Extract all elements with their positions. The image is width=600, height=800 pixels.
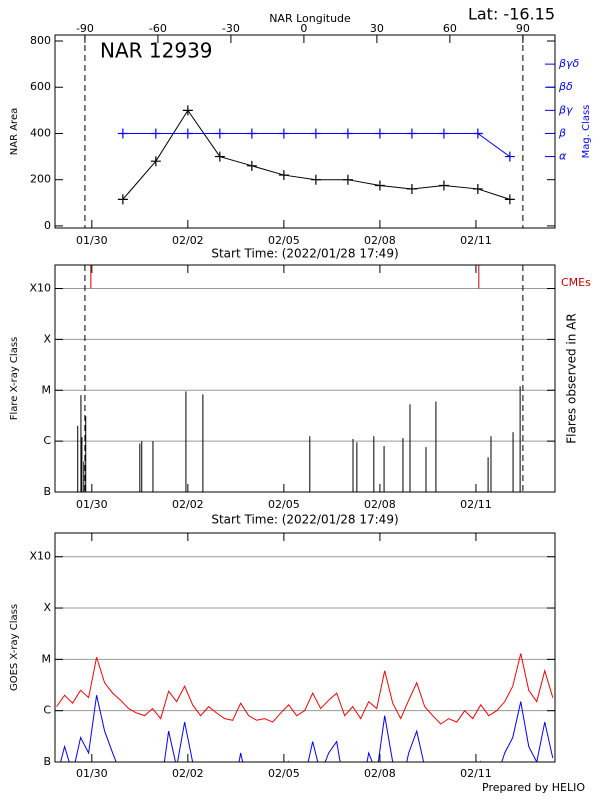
x-tick-label: 02/05 [268, 498, 300, 511]
y-tick-label: X [43, 332, 51, 345]
plot-area [117, 105, 515, 205]
point-marker [472, 128, 483, 139]
frame [54, 532, 556, 763]
y-tick-label: 800 [30, 34, 51, 47]
x-tick-label: 02/08 [364, 234, 396, 247]
point-marker [278, 128, 289, 139]
x-tick-label: 02/08 [364, 498, 396, 511]
y-tick-label: B [43, 755, 51, 768]
cme-legend: CMEs [561, 276, 591, 289]
y-tick-label: M [42, 383, 52, 396]
x2-tick-label: 0 [300, 22, 307, 35]
point-marker [117, 128, 128, 139]
y-tick-label: C [43, 434, 51, 447]
x-tick-label: 02/11 [460, 498, 492, 511]
x-tick-label: 02/08 [364, 767, 396, 780]
point-marker [342, 174, 353, 185]
point-marker [182, 128, 193, 139]
x-axis-label: Start Time: (2022/01/28 17:49) [211, 513, 398, 527]
x-tick-label: 01/30 [76, 498, 108, 511]
frame [54, 264, 556, 493]
point-marker [150, 156, 161, 167]
y-axis-label: Flare X-ray Class [9, 337, 20, 421]
point-marker [246, 160, 257, 171]
y-tick-label: C [43, 704, 51, 717]
x-tick-label: 02/05 [268, 767, 300, 780]
x-tick-label: 02/02 [172, 498, 204, 511]
plot-area [77, 265, 521, 492]
point-marker [310, 128, 321, 139]
x2-tick-label: -90 [76, 22, 94, 35]
y-tick-label: 400 [30, 126, 51, 139]
point-marker [374, 180, 385, 191]
x2-tick-label: 30 [370, 22, 384, 35]
x-tick-label: 02/05 [268, 234, 300, 247]
point-marker [117, 194, 128, 205]
y2-tick-label: β [558, 126, 566, 139]
plot-area [56, 653, 554, 762]
point-marker [472, 183, 483, 194]
y-tick-label: M [42, 652, 52, 665]
point-marker [150, 128, 161, 139]
point-marker [504, 194, 515, 205]
y2-tick-label: βγδ [558, 57, 580, 70]
y2-axis-label: Flares observed in AR [565, 313, 579, 443]
y-tick-label: X10 [29, 550, 51, 563]
point-marker [246, 128, 257, 139]
nar-annotation: NAR 12939 [100, 39, 213, 63]
point-marker [214, 128, 225, 139]
y2-tick-label: βδ [558, 80, 573, 93]
x2-tick-label: -60 [149, 22, 167, 35]
point-marker [438, 128, 449, 139]
point-marker [504, 151, 515, 162]
x-tick-label: 01/30 [76, 234, 108, 247]
point-marker [278, 170, 289, 181]
point-marker [182, 105, 193, 116]
y-tick-label: X [43, 601, 51, 614]
point-marker [438, 180, 449, 191]
y2-tick-label: βγ [558, 103, 573, 116]
x2-tick-label: 60 [443, 22, 457, 35]
x-tick-label: 02/11 [460, 234, 492, 247]
x-tick-label: 02/02 [172, 767, 204, 780]
x-tick-label: 02/11 [460, 767, 492, 780]
x2-tick-label: 90 [516, 22, 530, 35]
y-tick-label: B [43, 485, 51, 498]
x2-tick-label: -30 [222, 22, 240, 35]
point-marker [374, 128, 385, 139]
y-tick-label: X10 [29, 282, 51, 295]
y-tick-label: 600 [30, 80, 51, 93]
x2-axis-label: NAR Longitude [269, 12, 351, 25]
y-axis-label: GOES X-ray Class [9, 604, 20, 691]
point-marker [310, 174, 321, 185]
point-marker [342, 128, 353, 139]
lat-label: Lat: -16.15 [468, 5, 555, 24]
x-tick-label: 02/02 [172, 234, 204, 247]
x-tick-label: 01/30 [76, 767, 108, 780]
y2-axis-label: Mag. Class [581, 105, 592, 159]
x-axis-label: Start Time: (2022/01/28 17:49) [211, 247, 398, 261]
y-tick-label: 200 [30, 173, 51, 186]
y2-tick-label: α [559, 150, 567, 163]
point-marker [406, 128, 417, 139]
point-marker [214, 151, 225, 162]
series-line [122, 109, 511, 200]
footer: Prepared by HELIO [482, 781, 585, 794]
series-line [56, 653, 554, 725]
point-marker [406, 183, 417, 194]
y-tick-label: 0 [44, 219, 51, 232]
frame [54, 34, 556, 229]
y-axis-label: NAR Area [9, 108, 20, 155]
